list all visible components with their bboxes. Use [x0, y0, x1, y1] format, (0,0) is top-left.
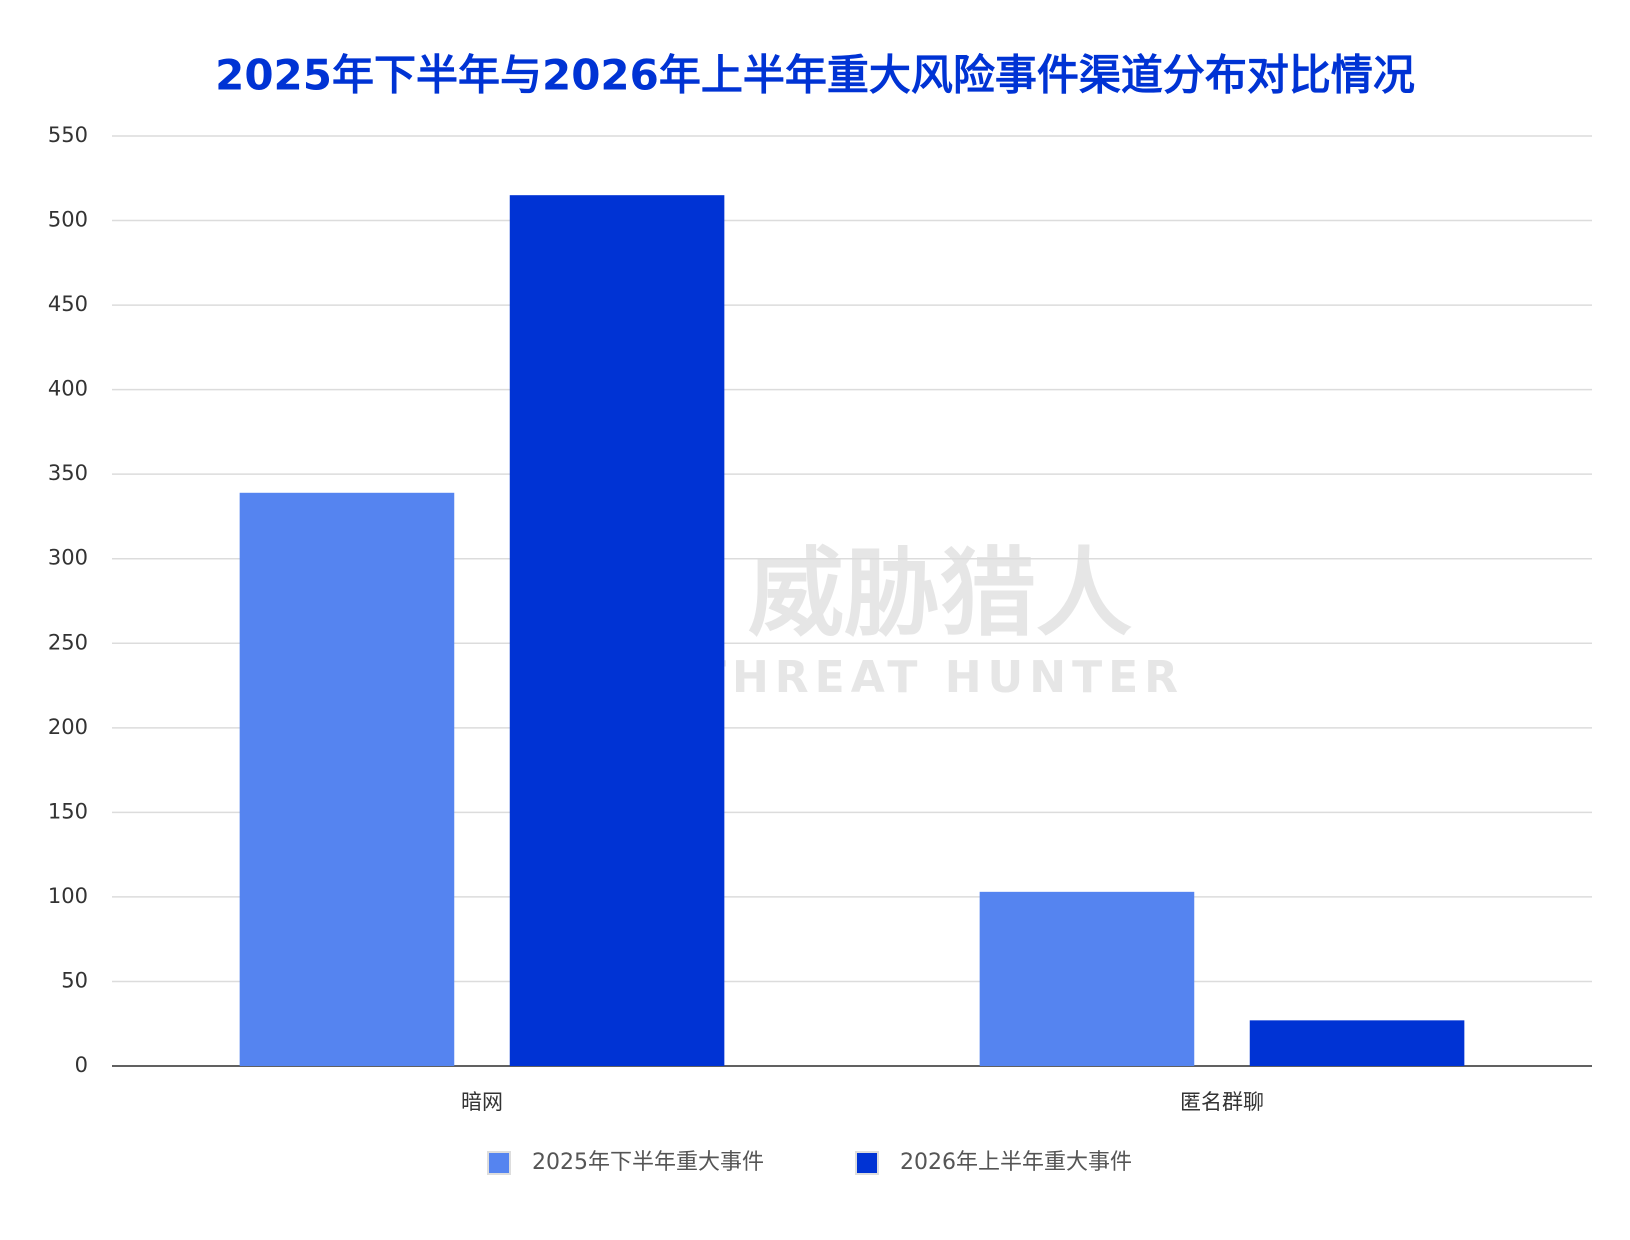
y-tick-label: 450 [48, 292, 88, 316]
bar [509, 195, 725, 1066]
bar [239, 492, 455, 1066]
y-tick-label: 400 [48, 377, 88, 401]
y-tick-label: 150 [48, 799, 88, 823]
legend-swatch [855, 1151, 879, 1175]
x-tick-label: 匿名群聊 [1180, 1090, 1264, 1114]
legend-label: 2025年下半年重大事件 [532, 1150, 764, 1175]
watermark: 威胁猎人 [748, 537, 1132, 649]
watermark: THREAT HUNTER [696, 652, 1184, 703]
y-tick-label: 250 [48, 630, 88, 654]
y-tick-label: 300 [48, 546, 88, 570]
x-tick-label: 暗网 [461, 1090, 503, 1114]
y-tick-label: 0 [75, 1053, 88, 1077]
legend-label: 2026年上半年重大事件 [900, 1150, 1132, 1175]
y-tick-label: 100 [48, 884, 88, 908]
bar [1249, 1020, 1465, 1066]
y-tick-label: 350 [48, 461, 88, 485]
y-tick-label: 500 [48, 208, 88, 232]
y-tick-label: 550 [48, 123, 88, 147]
bar [979, 891, 1195, 1066]
y-tick-label: 200 [48, 715, 88, 739]
y-tick-label: 50 [61, 968, 88, 992]
chart-title: 2025年下半年与2026年上半年重大风险事件渠道分布对比情况 [215, 51, 1415, 100]
legend-swatch [487, 1151, 511, 1175]
